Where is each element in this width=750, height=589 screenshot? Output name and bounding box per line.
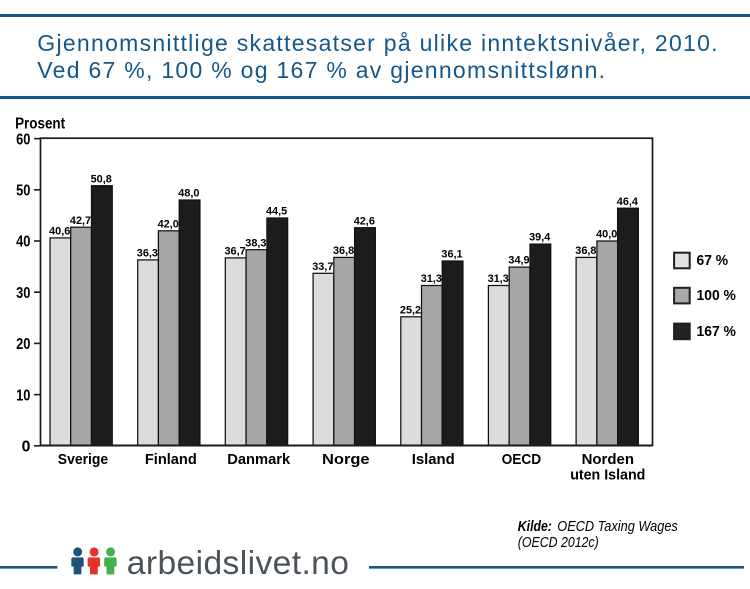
svg-text:31,3: 31,3 [488,273,509,285]
svg-text:(OECD 2012c): (OECD 2012c) [518,534,599,551]
svg-text:Danmark: Danmark [227,452,291,468]
svg-text:0: 0 [22,439,31,456]
svg-text:42,7: 42,7 [70,215,91,227]
svg-text:50: 50 [16,183,30,200]
svg-text:36,1: 36,1 [441,249,462,261]
svg-text:39,4: 39,4 [529,232,551,244]
svg-text:uten Island: uten Island [570,468,645,484]
svg-text:Island: Island [412,452,455,468]
svg-text:50,8: 50,8 [91,173,112,185]
svg-text:OECD: OECD [502,452,542,468]
svg-text:40: 40 [16,234,30,251]
svg-text:34,9: 34,9 [508,255,529,267]
svg-text:20: 20 [16,336,30,353]
svg-text:36,8: 36,8 [333,245,354,257]
svg-text:67 %: 67 % [697,252,729,269]
svg-text:36,8: 36,8 [575,245,596,257]
svg-text:Norge: Norge [322,452,370,468]
svg-text:31,3: 31,3 [421,273,442,285]
svg-text:38,3: 38,3 [245,237,266,249]
svg-text:44,5: 44,5 [266,206,287,218]
svg-text:Finland: Finland [145,452,197,468]
svg-text:60: 60 [16,131,30,148]
svg-text:46,4: 46,4 [617,196,639,208]
svg-text:10: 10 [16,387,30,404]
svg-text:Prosent: Prosent [15,116,66,133]
svg-text:100 %: 100 % [697,287,737,304]
svg-text:25,2: 25,2 [400,304,421,316]
svg-text:167 %: 167 % [697,323,737,340]
svg-text:36,3: 36,3 [137,248,158,260]
svg-text:40,6: 40,6 [49,226,70,238]
svg-text:Norden: Norden [582,452,634,468]
svg-text:36,7: 36,7 [225,246,246,258]
svg-text:42,0: 42,0 [158,218,179,230]
svg-text:48,0: 48,0 [178,188,199,200]
svg-text:OECD Taxing Wages: OECD Taxing Wages [557,518,678,535]
svg-text:40,0: 40,0 [596,229,617,241]
svg-text:Kilde:: Kilde: [518,518,552,535]
svg-text:33,7: 33,7 [312,261,333,273]
svg-text:42,6: 42,6 [354,215,375,227]
svg-text:30: 30 [16,285,30,302]
svg-text:Sverige: Sverige [58,452,108,468]
